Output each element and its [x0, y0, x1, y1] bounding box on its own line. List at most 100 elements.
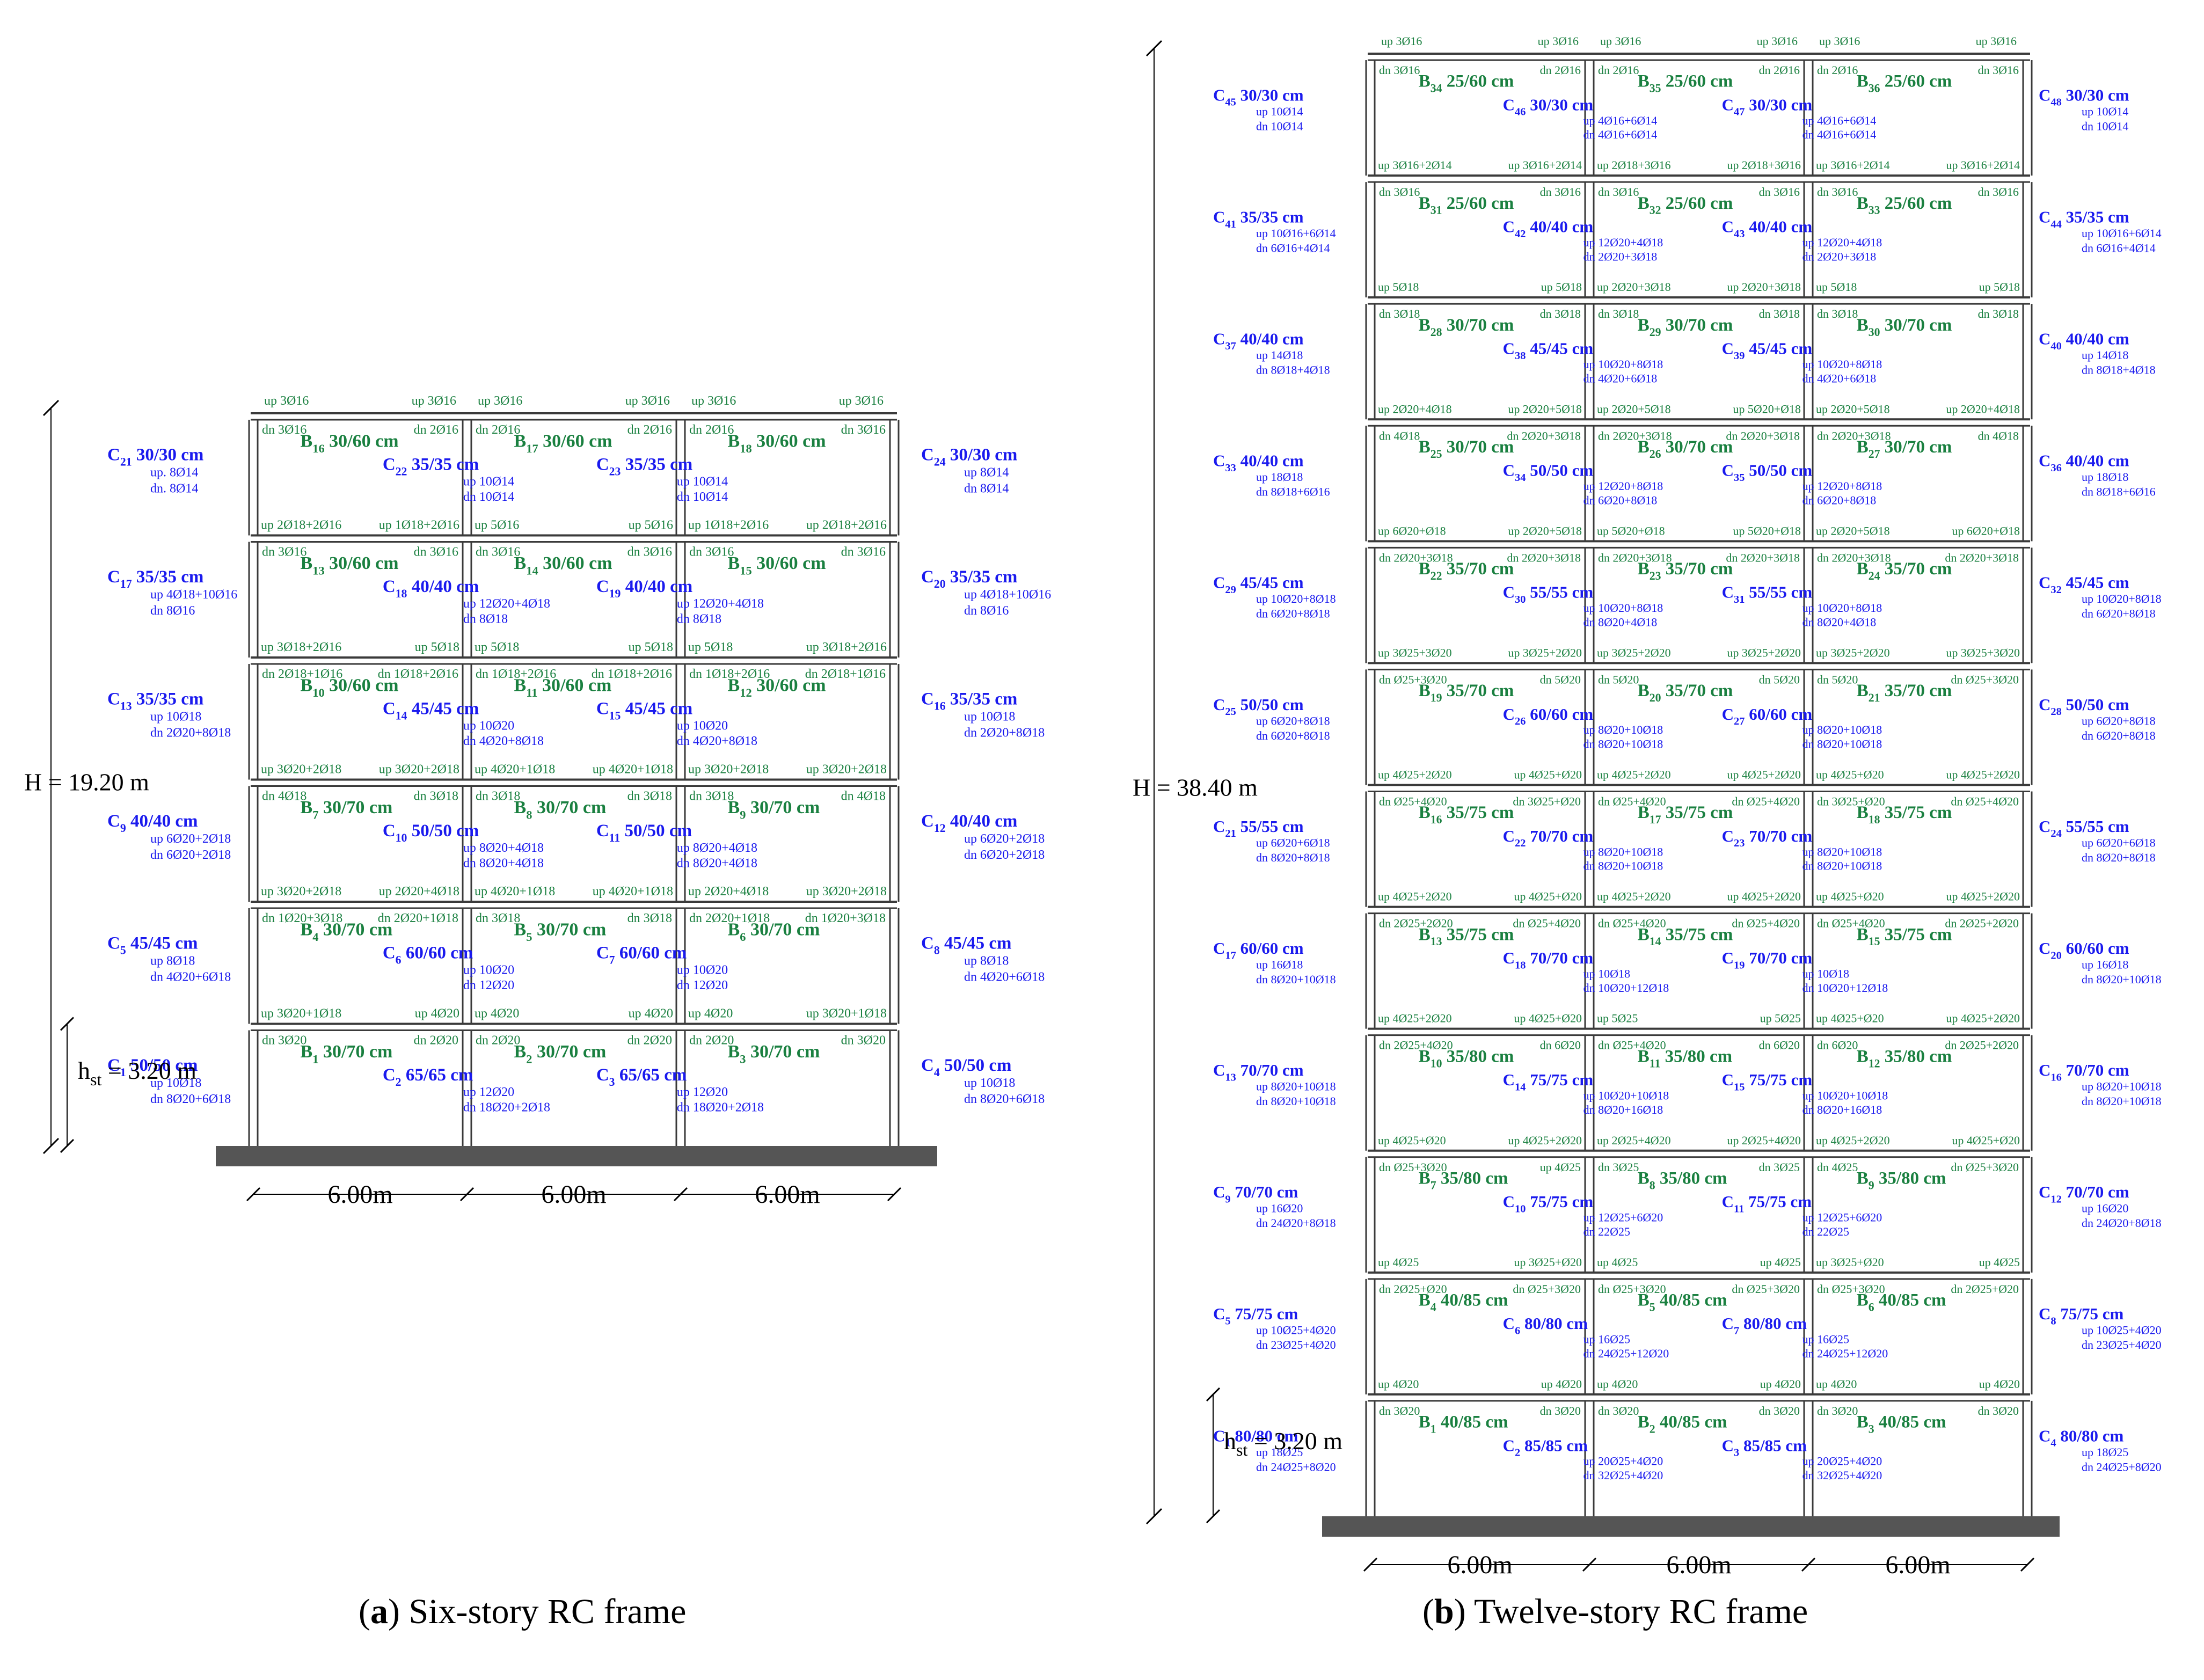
interior-column-label: C11 50/50 cm	[596, 821, 692, 844]
interior-column-label: C19 70/70 cm	[1722, 948, 1813, 971]
roof-top-rebar-left: up 3Ø16	[1600, 34, 1641, 48]
beam-bottom-rebar-left: up 2Ø20+5Ø18	[1597, 402, 1671, 415]
beam-label: B10 30/60 cm	[301, 676, 399, 699]
beam-top-rebar-right: dn 4Ø18	[1978, 429, 2019, 442]
column-rebar-up: up 6Ø20+8Ø18	[2082, 714, 2156, 727]
beam-bottom-rebar-right: up 4Ø25+Ø20	[1952, 1134, 2020, 1147]
column-rebar-dn: dn 8Ø20+16Ø18	[1583, 1103, 1663, 1116]
beam-bottom-rebar-right: up 2Ø20+4Ø18	[1946, 402, 2020, 415]
beam-top-rebar-left: dn 1Ø20+3Ø18	[262, 911, 342, 925]
beam-label: B3 30/70 cm	[728, 1042, 820, 1065]
beam-top-rebar-right: dn 3Ø16	[1759, 185, 1800, 199]
beam-bottom-rebar-left: up 4Ø20	[1597, 1377, 1638, 1391]
beam-top-rebar-right: dn 2Ø16	[627, 423, 672, 437]
column-rebar-up: up 12Ø25+6Ø20	[1802, 1211, 1882, 1224]
beam-bottom-rebar-left: up 4Ø25+2Ø20	[1378, 768, 1452, 781]
beam-top-rebar-left: dn 3Ø16	[262, 545, 306, 559]
column-rebar-dn: dn 24Ø25+12Ø20	[1583, 1347, 1669, 1360]
exterior-column-label: C1 80/80 cm	[1213, 1426, 1298, 1449]
column-rebar-dn: dn 2Ø20+3Ø18	[1802, 250, 1877, 263]
dimension-tick	[2020, 1557, 2035, 1572]
beam-top-rebar-left: dn 5Ø20	[1817, 673, 1858, 686]
beam-bottom-rebar-right: up 4Ø25+2Ø20	[1727, 890, 1801, 903]
column-rebar-dn: dn 24Ø25+8Ø20	[2082, 1460, 2162, 1473]
exterior-column-label: C13 35/35 cm	[107, 690, 203, 713]
exterior-column-label: C8 75/75 cm	[2039, 1304, 2123, 1327]
interior-column-label: C7 60/60 cm	[596, 944, 687, 967]
exterior-column-label: C17 35/35 cm	[107, 567, 203, 590]
exterior-column-label: C1 50/50 cm	[107, 1056, 198, 1079]
beam-bottom-rebar-right: up 4Ø25	[1760, 1255, 1801, 1269]
dimension-tick	[1363, 1557, 1378, 1572]
beam-bottom-rebar-left: up 3Ø20+1Ø18	[261, 1007, 341, 1021]
beam-label: B16 35/75 cm	[1419, 803, 1514, 826]
column-rebar-up: up 8Ø18	[964, 954, 1009, 968]
column-rebar-up: up 10Ø16+6Ø14	[1256, 227, 1336, 240]
beam-bottom-rebar-right: up 2Ø25+4Ø20	[1727, 1134, 1801, 1147]
bay-width-label: 6.00m	[1666, 1551, 1731, 1579]
beam-label: B27 30/70 cm	[1857, 437, 1952, 461]
exterior-column-label: C48 30/30 cm	[2039, 85, 2129, 108]
column-rebar-up: up 16Ø18	[2082, 958, 2128, 971]
beam-bottom-rebar-right: up 3Ø25+2Ø20	[1508, 646, 1582, 659]
beam-top-rebar-right: dn 3Ø16	[1978, 185, 2019, 199]
column-rebar-up: up 10Ø14	[677, 474, 728, 488]
beam-label: B3 40/85 cm	[1857, 1413, 1946, 1436]
beam-top-rebar-left: dn 3Ø16	[1598, 185, 1639, 199]
beam-label: B6 30/70 cm	[728, 920, 820, 944]
beam-bottom-rebar-right: up 3Ø20+2Ø18	[806, 763, 887, 777]
beam-bottom-rebar-right: up 4Ø20	[1979, 1377, 2020, 1391]
column-rebar-up: up 10Ø20+10Ø18	[1583, 1089, 1669, 1102]
beam-top-rebar-right: dn 3Ø16	[841, 423, 886, 437]
ground-slab	[1322, 1516, 2060, 1537]
column-rebar-dn: dn 4Ø16+6Ø14	[1583, 128, 1658, 141]
beam-top-rebar-left: dn 1Ø18+2Ø16	[689, 667, 770, 681]
interior-column-label: C15 45/45 cm	[596, 699, 692, 722]
column-rebar-dn: dn 8Ø20+8Ø18	[2082, 851, 2156, 864]
beam-top-rebar-left: dn 2Ø16	[1817, 63, 1858, 77]
beam-top-rebar-right: dn 5Ø20	[1540, 673, 1581, 686]
column-rebar-dn: dn 24Ø20+8Ø18	[1256, 1216, 1336, 1230]
column-rebar-dn: dn 2Ø20+3Ø18	[1583, 250, 1658, 263]
column-rebar-dn: dn 10Ø20+12Ø18	[1583, 981, 1669, 995]
column-rebar-dn: dn 8Ø20+10Ø18	[1802, 859, 1882, 873]
column-rebar-dn: dn 2Ø20+8Ø18	[150, 726, 231, 740]
beam-bottom-rebar-right: up 5Ø18	[1541, 280, 1582, 294]
column-rebar-up: up 4Ø18+10Ø16	[964, 588, 1051, 602]
column-rebar-up: up 20Ø25+4Ø20	[1802, 1455, 1882, 1468]
beam-label: B5 40/85 cm	[1638, 1291, 1727, 1314]
beam-top-rebar-right: dn 2Ø25+2Ø20	[1945, 1039, 2019, 1052]
beam-bottom-rebar-left: up 5Ø18	[1378, 280, 1419, 294]
beam-top-rebar-right: dn 3Ø18	[1759, 307, 1800, 320]
roof-top-rebar-right: up 3Ø16	[412, 394, 456, 408]
beam-top-rebar-left: dn 3Ø25+Ø20	[1817, 795, 1885, 808]
beam-label: B18 35/75 cm	[1857, 803, 1952, 826]
column-rebar-dn: dn 6Ø16+4Ø14	[1256, 241, 1330, 254]
beam-top-rebar-left: dn 2Ø20+1Ø18	[689, 911, 770, 925]
interior-column-label: C6 80/80 cm	[1503, 1314, 1588, 1336]
beam-bottom-rebar-left: up 3Ø20+2Ø18	[261, 885, 341, 899]
beam-bottom-rebar-right: up 4Ø25+Ø20	[1514, 1012, 1582, 1025]
column-rebar-dn: dn 18Ø20+2Ø18	[463, 1101, 550, 1115]
interior-column-label: C10 75/75 cm	[1503, 1192, 1594, 1215]
beam-bottom-rebar-right: up 2Ø20+5Ø18	[1508, 402, 1582, 415]
interior-column-label: C3 85/85 cm	[1722, 1436, 1807, 1458]
beam-label: B9 30/70 cm	[728, 798, 820, 821]
column-rebar-up: up 10Ø20+10Ø18	[1802, 1089, 1888, 1102]
beam-top-rebar-left: dn 2Ø20+3Ø18	[1817, 429, 1891, 442]
beam-bottom-rebar-left: up 4Ø20	[1816, 1377, 1857, 1391]
beam-top-rebar-left: dn 3Ø20	[1379, 1404, 1420, 1418]
beam-bottom-rebar-right: up 4Ø25+2Ø20	[1946, 1012, 2020, 1025]
beam-bottom-rebar-right: up 4Ø20	[415, 1007, 459, 1021]
column-rebar-up: up 6Ø20+2Ø18	[150, 832, 231, 846]
column-rebar-up: up 10Ø18	[1802, 967, 1849, 980]
beam-top-rebar-right: dn 2Ø25+Ø20	[1951, 1282, 2019, 1296]
beam-label: B14 30/60 cm	[514, 553, 612, 577]
beam-bottom-rebar-right: up 3Ø16+2Ø14	[1508, 158, 1582, 172]
column-rebar-up: up 16Ø18	[1256, 958, 1303, 971]
exterior-column-label: C13 70/70 cm	[1213, 1061, 1304, 1083]
exterior-column-label: C25 50/50 cm	[1213, 695, 1304, 718]
beam-bottom-rebar-left: up 4Ø25+2Ø20	[1378, 890, 1452, 903]
beam-label: B23 35/70 cm	[1638, 559, 1733, 582]
beam-label: B30 30/70 cm	[1857, 316, 1952, 339]
